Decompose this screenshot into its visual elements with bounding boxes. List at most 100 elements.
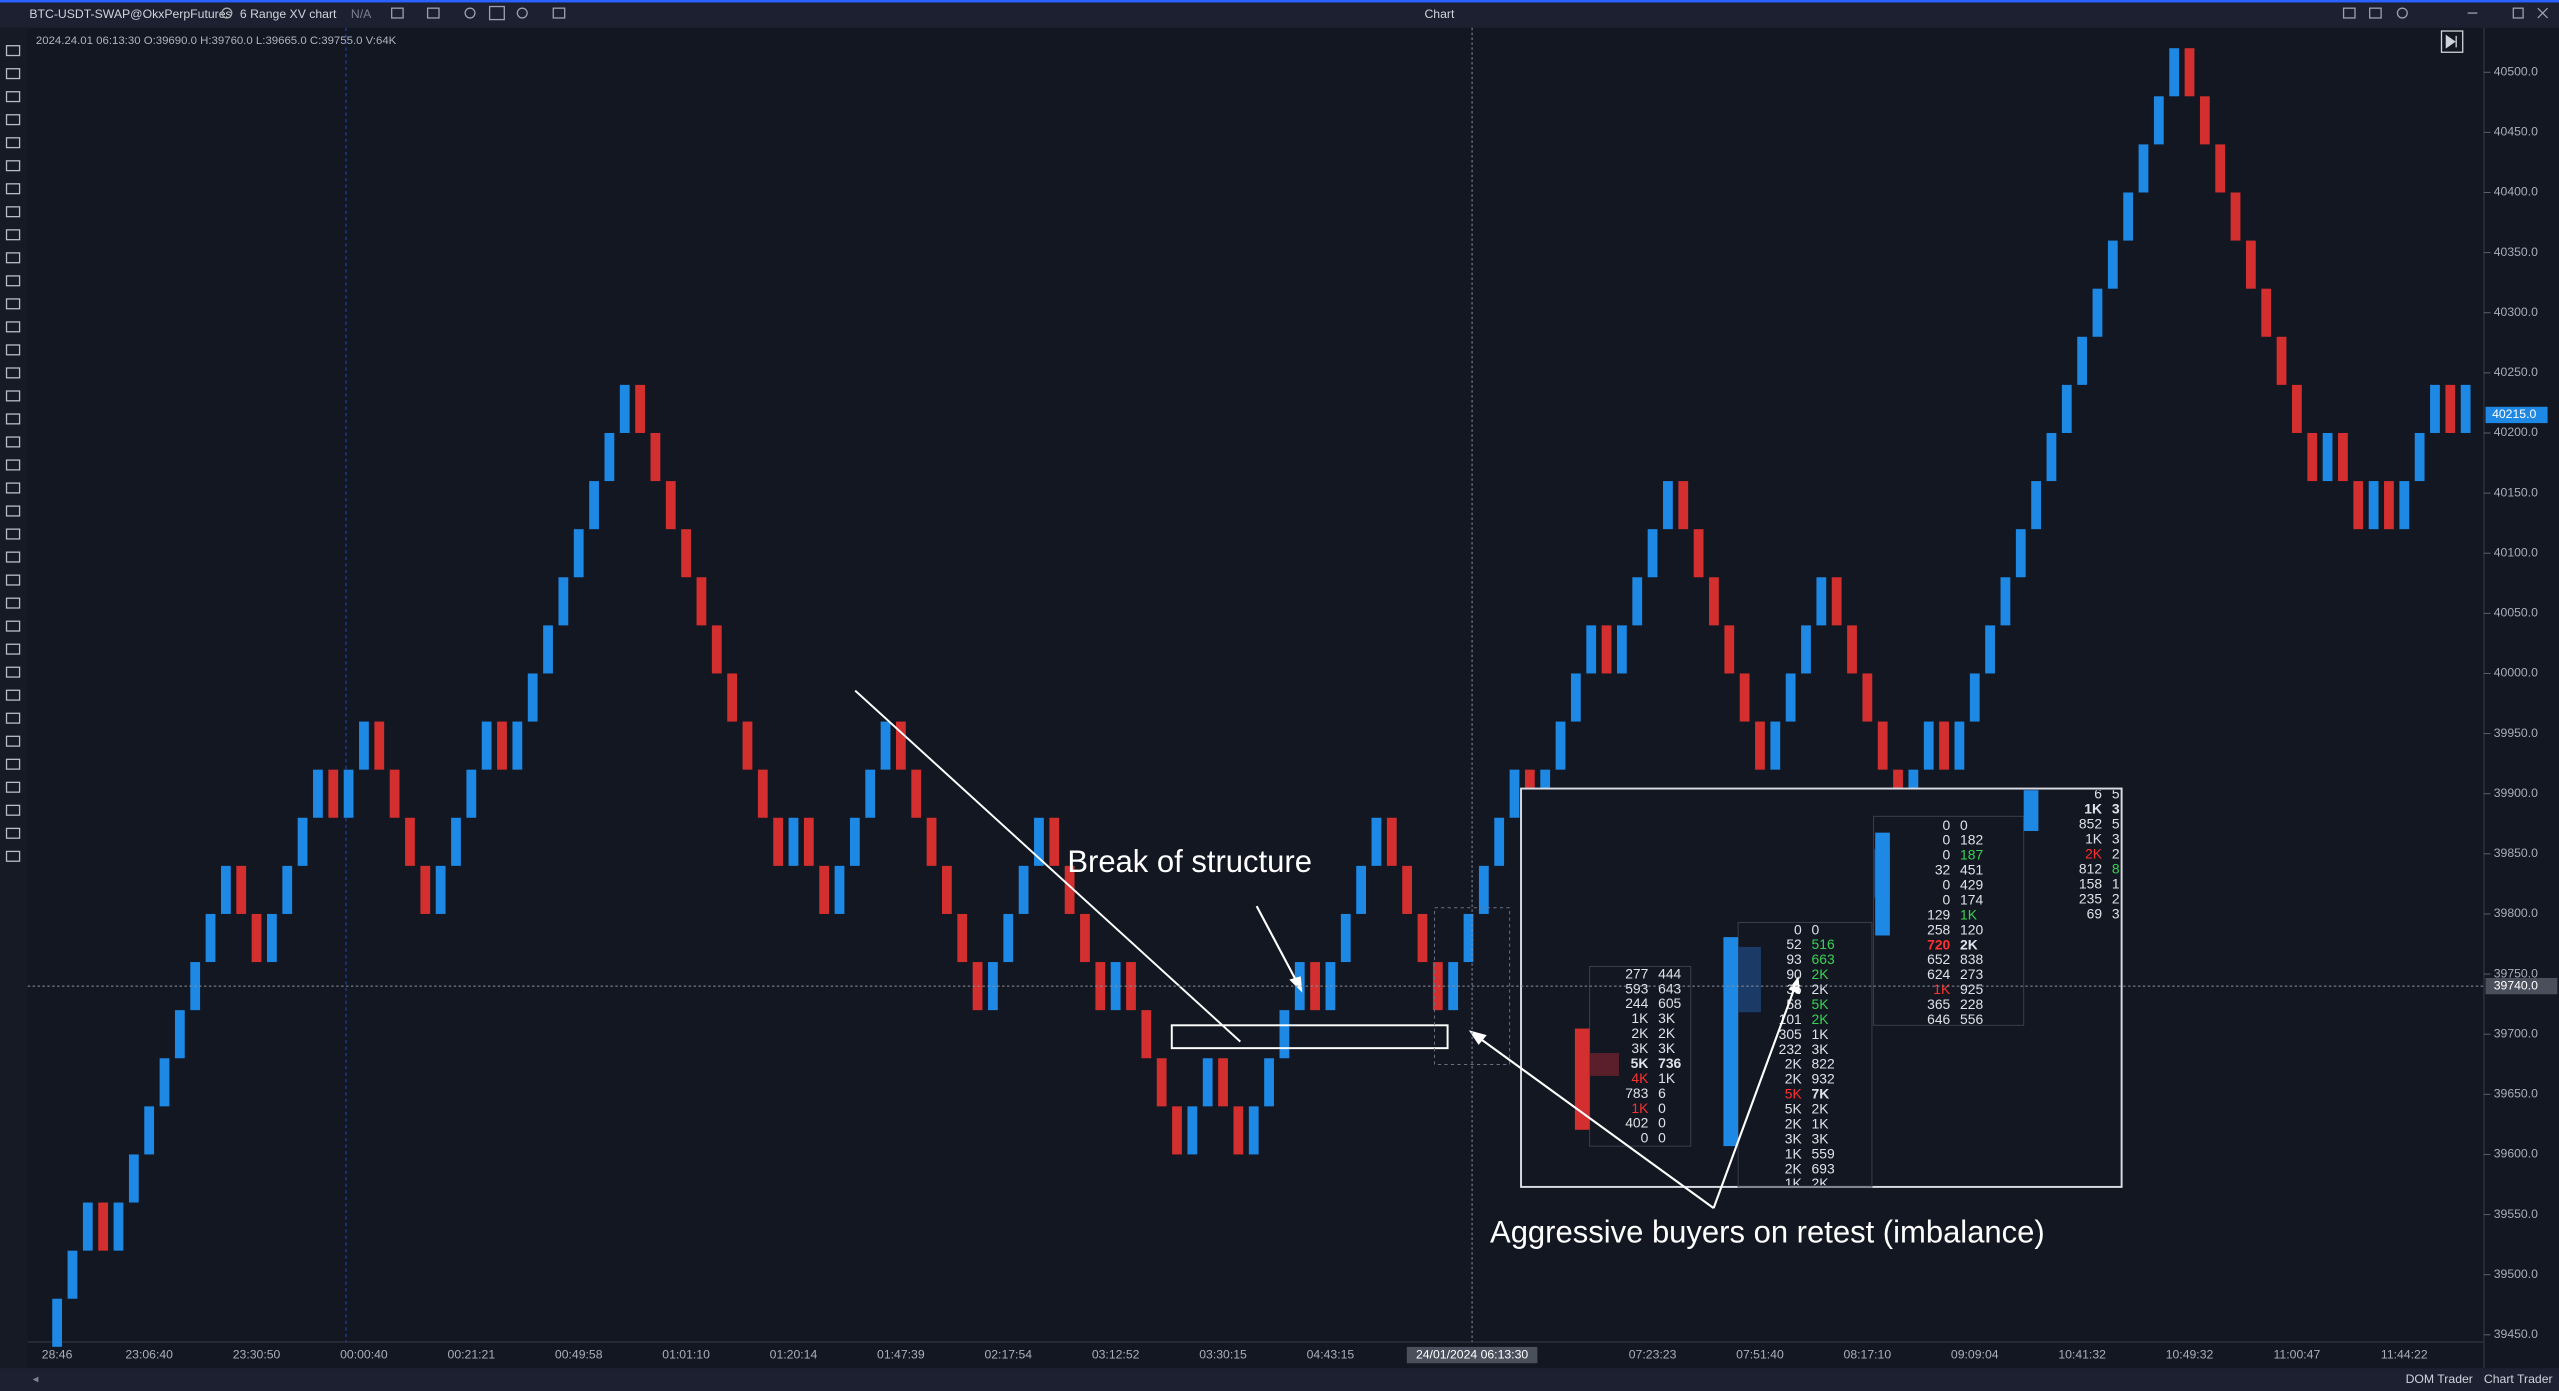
tool-button[interactable] — [5, 390, 21, 402]
x-tick-label: 10:49:32 — [2166, 1347, 2214, 1361]
tool-icon[interactable] — [516, 7, 528, 19]
tool-button[interactable] — [5, 183, 21, 195]
arrow — [1255, 905, 1301, 987]
tool-icon[interactable] — [2342, 7, 2356, 19]
footprint-overlay — [1520, 787, 2123, 1188]
footprint-cell: 429 — [1960, 877, 1983, 893]
footer-tab[interactable]: DOM Trader — [2406, 1372, 2473, 1386]
tool-button[interactable] — [5, 666, 21, 678]
retest-zone[interactable] — [1170, 1024, 1449, 1050]
crosshair-time-box — [1406, 1346, 1538, 1364]
tool-button[interactable] — [5, 298, 21, 310]
tool-button[interactable] — [5, 436, 21, 448]
x-tick-label: 09:09:04 — [1951, 1347, 1999, 1361]
tool-button[interactable] — [5, 45, 21, 57]
trend-line[interactable] — [854, 689, 1241, 1043]
tool-button[interactable] — [5, 413, 21, 425]
tool-icon[interactable] — [464, 7, 476, 19]
tool-button[interactable] — [5, 206, 21, 218]
tool-button[interactable] — [5, 275, 21, 287]
candle-body — [359, 721, 369, 770]
tool-button[interactable] — [5, 482, 21, 494]
footprint-cell-frame — [1873, 815, 2025, 1026]
candle-body — [865, 769, 876, 818]
candle-body — [128, 1154, 139, 1203]
candle-body — [2015, 529, 2026, 578]
crosshair-price-label: 39740.0 — [2494, 978, 2538, 992]
candle-body — [174, 1010, 185, 1059]
candle-body — [696, 577, 707, 626]
tool-button[interactable] — [5, 712, 21, 724]
symbol[interactable]: BTC-USDT-SWAP@OkxPerpFutures — [29, 7, 231, 21]
arrow — [1712, 985, 1797, 1209]
candle-body — [2153, 96, 2164, 145]
tool-icon[interactable] — [488, 5, 505, 21]
tool-button[interactable] — [5, 321, 21, 333]
search-icon[interactable] — [221, 7, 233, 19]
tool-button[interactable] — [5, 827, 21, 839]
tool-button[interactable] — [5, 804, 21, 816]
tool-button[interactable] — [5, 758, 21, 770]
candle-body — [1601, 625, 1612, 674]
account[interactable]: N/A — [351, 7, 372, 21]
x-tick-label: 04:43:15 — [1307, 1347, 1355, 1361]
tool-button[interactable] — [5, 160, 21, 172]
footprint-cell: 3 — [2112, 801, 2120, 817]
tool-button[interactable] — [5, 252, 21, 264]
tool-button[interactable] — [5, 68, 21, 80]
drawing-tools — [5, 45, 21, 862]
tool-button[interactable] — [5, 689, 21, 701]
candle-body — [1693, 529, 1704, 578]
footprint-cell: 273 — [1960, 966, 1983, 982]
tool-button[interactable] — [5, 137, 21, 149]
tool-button[interactable] — [5, 344, 21, 356]
candle-body — [405, 817, 415, 866]
candle-body — [512, 721, 523, 770]
tool-button[interactable] — [5, 91, 21, 103]
maximize-button[interactable] — [2512, 7, 2524, 19]
candle-body — [911, 769, 922, 818]
tool-button[interactable] — [5, 528, 21, 540]
tool-icon[interactable] — [2369, 7, 2382, 19]
tool-button[interactable] — [5, 114, 21, 126]
tool-button[interactable] — [5, 735, 21, 747]
scroll-to-end[interactable] — [2440, 30, 2464, 53]
candle-body — [1371, 817, 1382, 866]
tool-button[interactable] — [5, 229, 21, 241]
candle-body — [98, 1202, 109, 1251]
footprint-cell: 852 — [2079, 816, 2102, 832]
candle-body — [2046, 432, 2057, 482]
scroll-left[interactable]: ◂ — [33, 1374, 39, 1386]
candle-body — [1141, 1010, 1152, 1059]
tool-icon[interactable] — [552, 7, 566, 19]
candle-body — [1555, 721, 1566, 770]
tool-button[interactable] — [5, 597, 21, 609]
close-button[interactable] — [2537, 7, 2549, 19]
tool-button[interactable] — [5, 620, 21, 632]
candle-body — [481, 721, 492, 770]
arrow-head — [1289, 976, 1303, 993]
candle-body — [742, 721, 753, 770]
y-tick-label: 40150.0 — [2494, 485, 2538, 499]
tool-button[interactable] — [5, 781, 21, 793]
candle-body — [926, 817, 937, 866]
tool-button[interactable] — [5, 551, 21, 563]
footprint-cell: 277 — [1625, 965, 1648, 981]
candle-body — [819, 865, 830, 914]
tool-button[interactable] — [5, 643, 21, 655]
footer-tab[interactable]: Chart Trader — [2484, 1372, 2553, 1386]
chart-type[interactable]: 6 Range XV chart — [240, 7, 337, 21]
tool-button[interactable] — [5, 505, 21, 517]
tool-button[interactable] — [5, 574, 21, 586]
tool-button[interactable] — [5, 459, 21, 471]
tool-icon[interactable] — [2396, 7, 2408, 19]
tool-button[interactable] — [5, 850, 21, 862]
candle-body — [266, 913, 277, 963]
tool-icon[interactable] — [391, 7, 404, 19]
candle-body — [2399, 481, 2410, 530]
tool-button[interactable] — [5, 367, 21, 379]
footprint-cell: 365 — [1927, 996, 1950, 1012]
tool-icon[interactable] — [426, 7, 440, 19]
